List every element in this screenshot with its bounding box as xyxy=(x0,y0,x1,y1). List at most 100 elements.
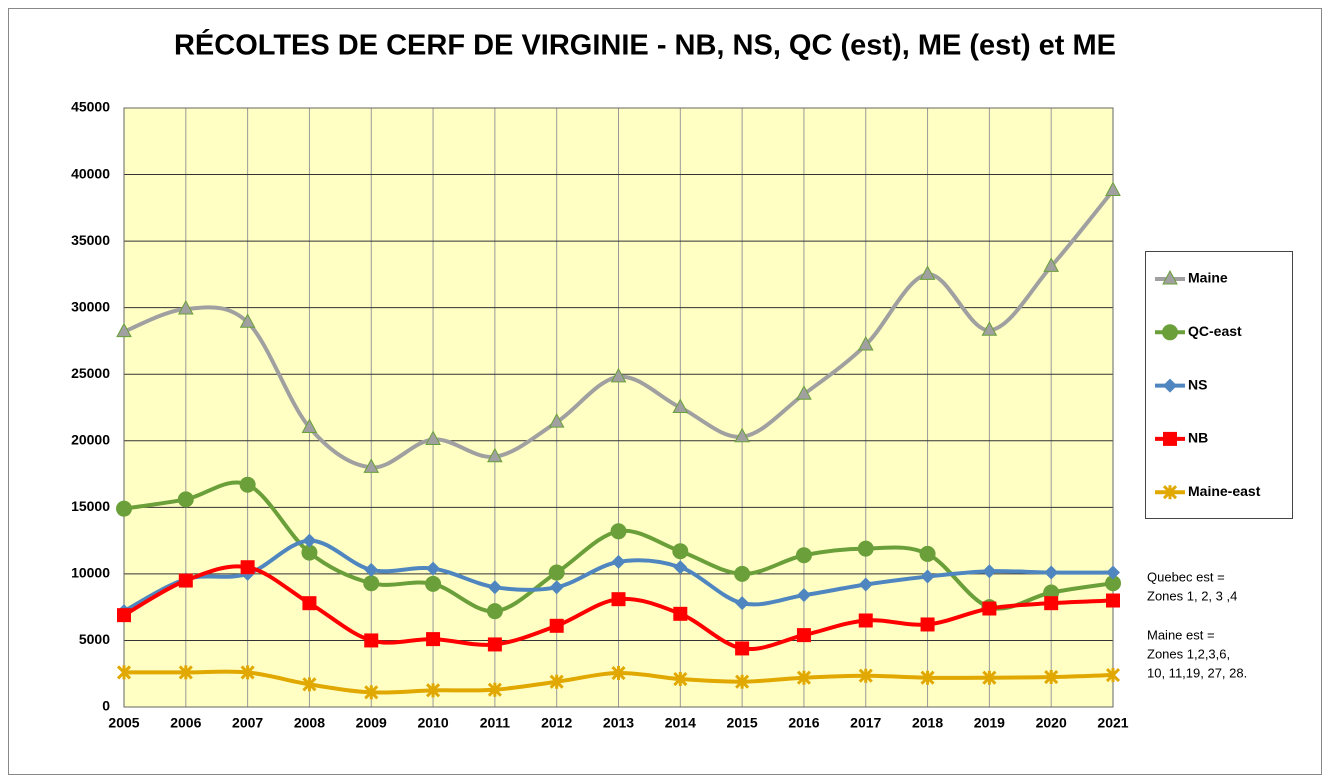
data-point xyxy=(487,637,502,652)
data-point xyxy=(426,683,441,698)
data-point xyxy=(426,561,441,576)
annotation: Zones 1, 2, 3 ,4 xyxy=(1147,588,1237,603)
data-point xyxy=(611,665,626,681)
data-point xyxy=(363,575,380,592)
data-point xyxy=(981,321,998,336)
data-point xyxy=(116,322,132,338)
data-point xyxy=(796,385,812,400)
y-tick-label: 10000 xyxy=(71,565,110,581)
data-point xyxy=(735,641,750,656)
legend-label: Maine-east xyxy=(1188,483,1261,499)
y-tick-label: 35000 xyxy=(71,232,110,248)
x-tick-label: 2006 xyxy=(170,715,201,731)
series-line xyxy=(123,538,1114,613)
annotation: Maine est = xyxy=(1147,627,1215,642)
data-point xyxy=(116,500,132,517)
x-tick-label: 2014 xyxy=(665,715,696,731)
data-point xyxy=(672,398,689,413)
data-point xyxy=(1044,669,1059,685)
x-tick-label: 2010 xyxy=(417,715,448,731)
y-tick-label: 25000 xyxy=(71,365,110,381)
data-point xyxy=(177,491,194,508)
x-tick-label: 2005 xyxy=(108,715,139,731)
x-tick-label: 2008 xyxy=(294,715,325,731)
data-point xyxy=(673,606,688,621)
data-point xyxy=(486,603,503,620)
data-point xyxy=(1106,565,1120,580)
data-point xyxy=(177,299,194,315)
data-point xyxy=(857,540,874,557)
data-point xyxy=(302,533,317,548)
x-tick-label: 2018 xyxy=(912,715,943,731)
x-tick-label: 2011 xyxy=(480,715,511,731)
x-tick-label: 2019 xyxy=(974,715,1005,731)
data-point xyxy=(363,458,380,473)
data-point xyxy=(1043,257,1060,272)
data-point xyxy=(1044,596,1059,611)
y-tick-label: 30000 xyxy=(71,298,110,314)
data-point xyxy=(240,665,255,680)
data-point xyxy=(734,565,751,582)
data-point xyxy=(116,665,132,680)
y-tick-label: 20000 xyxy=(71,431,110,447)
data-point xyxy=(301,418,318,433)
data-point xyxy=(920,617,935,632)
data-point xyxy=(487,447,503,463)
data-point xyxy=(364,562,379,577)
data-point xyxy=(425,575,442,592)
data-point xyxy=(982,670,997,685)
x-tick-label: 2009 xyxy=(356,715,387,731)
data-point xyxy=(611,592,626,607)
data-point xyxy=(796,628,811,643)
legend-marker xyxy=(1162,269,1178,285)
y-tick-label: 0 xyxy=(102,698,110,714)
x-tick-label: 2015 xyxy=(727,715,758,731)
legend-marker xyxy=(1163,378,1177,393)
y-tick-label: 40000 xyxy=(71,165,110,181)
data-point xyxy=(611,554,626,569)
data-point xyxy=(364,685,379,700)
data-point xyxy=(425,430,441,445)
data-point xyxy=(920,670,935,685)
legend-label: Maine xyxy=(1188,270,1228,286)
data-point xyxy=(673,671,688,687)
data-point xyxy=(796,670,811,685)
data-point xyxy=(919,545,936,562)
data-point xyxy=(548,413,565,428)
legend-marker xyxy=(1162,485,1178,500)
x-tick-label: 2013 xyxy=(603,715,634,731)
y-tick-label: 45000 xyxy=(71,99,110,115)
y-tick-label: 15000 xyxy=(71,498,110,514)
data-point xyxy=(487,580,502,595)
data-point xyxy=(302,596,317,611)
x-tick-label: 2017 xyxy=(850,715,881,731)
data-point xyxy=(1105,575,1121,592)
data-point xyxy=(610,367,627,383)
data-point xyxy=(549,618,564,633)
data-point xyxy=(858,613,873,628)
data-point xyxy=(1105,667,1121,683)
data-point xyxy=(858,577,873,592)
data-point xyxy=(672,543,689,560)
data-point xyxy=(239,476,256,493)
data-point xyxy=(735,674,750,689)
legend-marker xyxy=(1162,324,1178,341)
data-point xyxy=(673,560,688,575)
annotation: Zones 1,2,3,6, xyxy=(1147,646,1230,661)
data-point xyxy=(982,601,997,616)
data-point xyxy=(117,608,131,623)
data-point xyxy=(857,335,874,351)
data-point xyxy=(178,573,193,588)
x-tick-label: 2021 xyxy=(1097,715,1128,731)
data-point xyxy=(302,677,317,692)
data-point xyxy=(1105,181,1121,197)
data-point xyxy=(239,313,256,328)
legend-label: QC-east xyxy=(1188,323,1242,339)
plot-border xyxy=(123,107,1114,708)
chart-title: RÉCOLTES DE CERF DE VIRGINIE - NB, NS, Q… xyxy=(174,28,1116,62)
data-point xyxy=(1106,593,1120,608)
legend-label: NS xyxy=(1188,376,1207,392)
data-point xyxy=(795,547,812,564)
